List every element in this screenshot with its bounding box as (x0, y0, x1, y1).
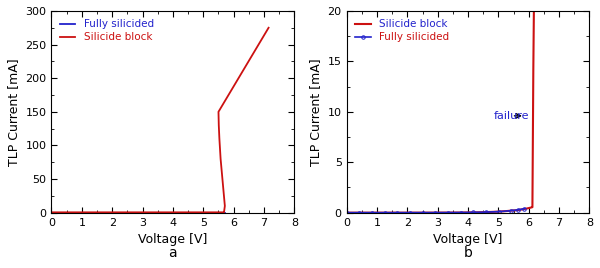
Line: Fully silicided: Fully silicided (345, 207, 527, 214)
Fully silicided (154, 211, 161, 214)
Fully silicided (143, 211, 151, 214)
Fully silicided (179, 211, 186, 214)
Fully silicided (65, 211, 73, 214)
Fully silicided (73, 211, 80, 214)
Y-axis label: TLP Current [mA]: TLP Current [mA] (7, 58, 20, 166)
Text: a: a (169, 246, 177, 260)
Silicide block (530, 4, 538, 8)
Silicide block (129, 211, 136, 214)
Silicide block (221, 208, 228, 211)
Silicide block (517, 208, 524, 211)
Fully silicided (80, 211, 87, 214)
Silicide block (161, 211, 169, 214)
Fully silicided (203, 211, 211, 214)
Fully silicided (140, 211, 147, 214)
Fully silicided (94, 211, 101, 214)
Fully silicided (101, 211, 108, 214)
Fully silicided (175, 211, 182, 214)
Fully silicided (168, 211, 175, 214)
Fully silicided (112, 211, 119, 214)
Silicide block (253, 46, 260, 49)
Fully silicided (133, 211, 140, 214)
Silicide block (48, 211, 55, 214)
Fully silicided (52, 211, 59, 214)
X-axis label: Voltage [V]: Voltage [V] (433, 233, 503, 246)
Fully silicided (200, 211, 207, 214)
Fully silicided (182, 211, 189, 214)
Fully silicided (196, 211, 203, 214)
Fully silicided (217, 211, 224, 214)
Silicide block (510, 209, 517, 212)
Fully silicided (493, 210, 500, 213)
Silicide block (265, 26, 272, 29)
Legend: Fully silicided, Silicide block: Fully silicided, Silicide block (56, 16, 157, 46)
Fully silicided (55, 211, 62, 214)
Fully silicided (108, 211, 115, 214)
Fully silicided (221, 211, 228, 214)
Line: Silicide block: Silicide block (347, 6, 534, 213)
Fully silicided (521, 207, 529, 210)
Fully silicided (214, 211, 221, 214)
Silicide block (260, 35, 267, 38)
X-axis label: Voltage [V]: Voltage [V] (138, 233, 208, 246)
Fully silicided (157, 211, 164, 214)
Fully silicided (125, 211, 133, 214)
Fully silicided (497, 210, 505, 213)
Fully silicided (147, 211, 154, 214)
Fully silicided (207, 211, 214, 214)
Fully silicided (343, 211, 350, 214)
Silicide block (343, 211, 350, 214)
Fully silicided (58, 211, 65, 214)
Fully silicided (83, 211, 91, 214)
Fully silicided (104, 211, 112, 214)
Fully silicided (193, 211, 200, 214)
Y-axis label: TLP Current [mA]: TLP Current [mA] (309, 58, 322, 166)
Fully silicided (136, 211, 143, 214)
Fully silicided (189, 211, 196, 214)
Text: b: b (464, 246, 472, 260)
Fully silicided (129, 211, 136, 214)
Fully silicided (62, 211, 69, 214)
Fully silicided (161, 211, 168, 214)
Fully silicided (485, 210, 492, 214)
Fully silicided (503, 209, 511, 213)
Silicide block (389, 211, 397, 214)
Fully silicided (164, 211, 172, 214)
Fully silicided (69, 211, 76, 214)
Fully silicided (211, 211, 218, 214)
Silicide block (383, 211, 391, 214)
Fully silicided (185, 211, 193, 214)
Silicide block (440, 211, 448, 214)
Fully silicided (48, 211, 55, 214)
Fully silicided (97, 211, 104, 214)
Silicide block (218, 174, 226, 177)
Line: Silicide block: Silicide block (52, 28, 269, 212)
Fully silicided (172, 211, 179, 214)
Fully silicided (495, 210, 502, 213)
Text: failure: failure (494, 111, 529, 121)
Fully silicided (115, 211, 122, 214)
Fully silicided (87, 211, 94, 214)
Fully silicided (457, 211, 464, 214)
Fully silicided (151, 211, 158, 214)
Fully silicided (119, 211, 126, 214)
Fully silicided (122, 211, 129, 214)
Fully silicided (90, 211, 97, 214)
Fully silicided (76, 211, 83, 214)
Legend: Silicide block, Fully silicided: Silicide block, Fully silicided (352, 16, 452, 46)
Silicide block (493, 210, 500, 213)
